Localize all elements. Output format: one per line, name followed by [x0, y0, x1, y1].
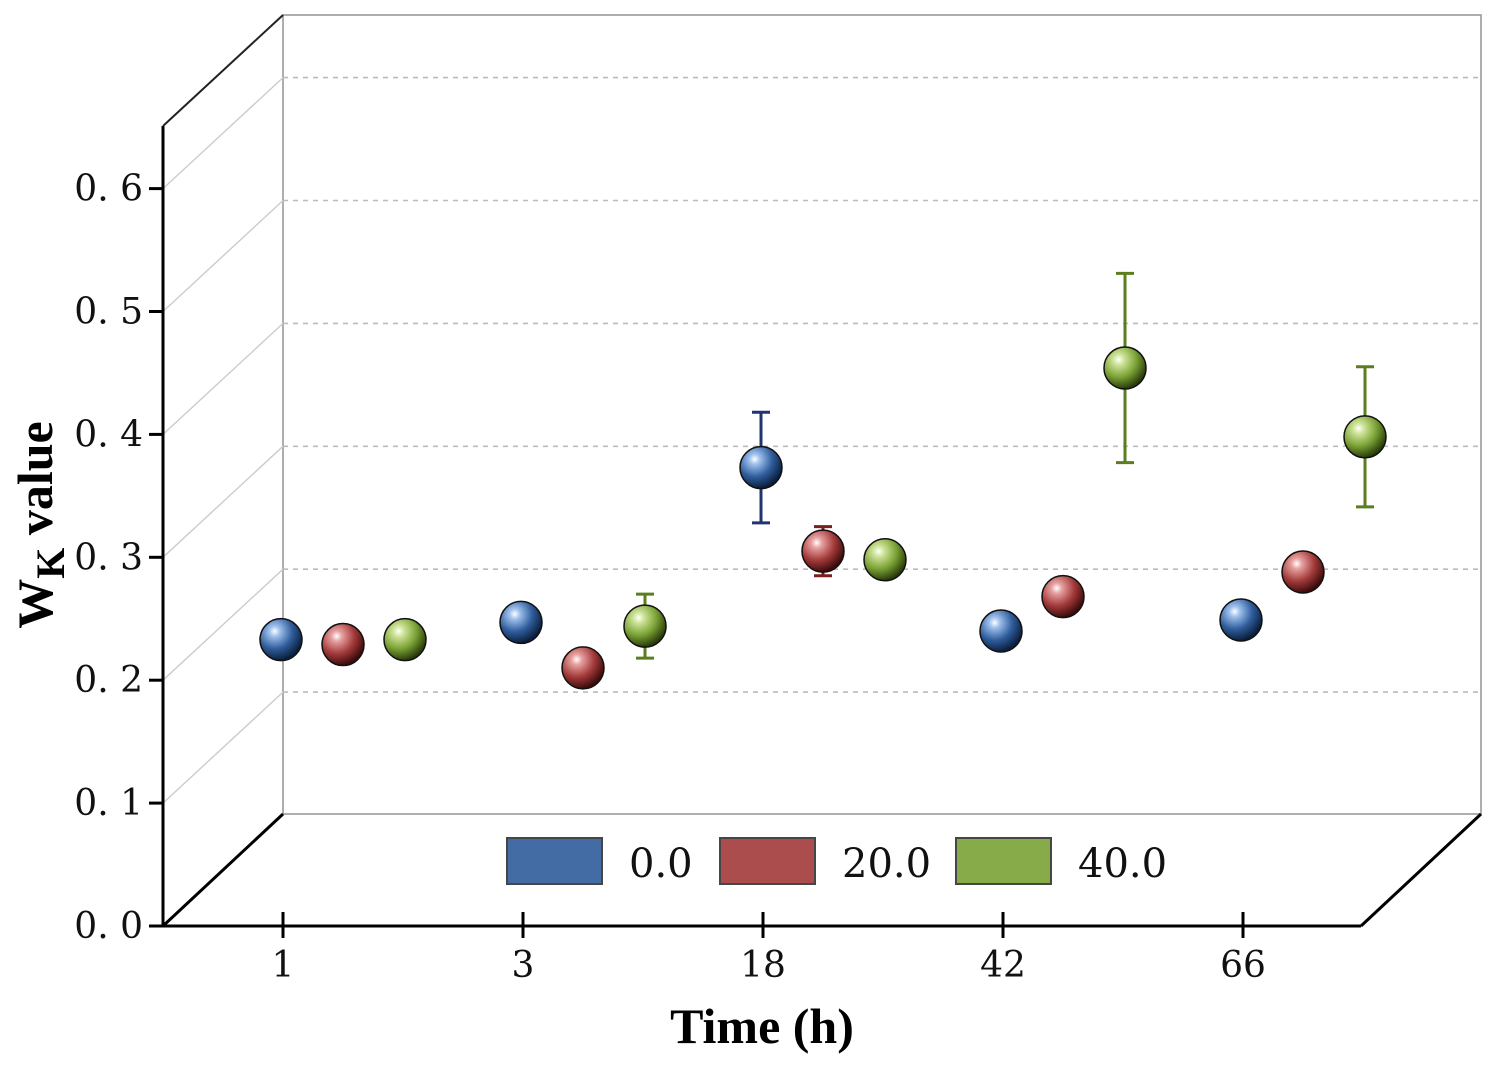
- data-point: [1219, 598, 1263, 642]
- back-wall: [282, 14, 1482, 815]
- y-tick-label: 0. 4: [74, 414, 143, 455]
- legend-swatch: [955, 837, 1052, 885]
- left-wall-grid-lines: [162, 77, 284, 804]
- data-point: [623, 604, 667, 648]
- legend-label: 20.0: [842, 841, 931, 887]
- left-wall-line: [162, 77, 284, 190]
- data-point: [1041, 574, 1085, 619]
- data-point: [1103, 346, 1147, 390]
- y-tick-label: 0. 6: [74, 169, 143, 210]
- y-tick-label: 0. 2: [74, 660, 143, 701]
- y-axis-title-main: W: [7, 579, 63, 629]
- y-tick-label: 0. 0: [74, 906, 143, 947]
- legend-swatch: [719, 837, 816, 885]
- data-point: [321, 622, 365, 667]
- left-wall-top-edge: [162, 14, 284, 127]
- y-axis-title-rest: value: [7, 421, 63, 547]
- x-tick-label: 18: [740, 945, 786, 986]
- data-point: [561, 646, 605, 690]
- x-tick-label: 1: [272, 945, 295, 986]
- floor-right-edge: [1359, 812, 1483, 928]
- y-tick-label: 0. 5: [74, 292, 143, 333]
- floor-back-left-edge: [161, 812, 285, 928]
- x-tick-label: 42: [980, 945, 1026, 986]
- y-axis-ticks: 0. 0 0. 1 0. 2 0. 3 0. 4 0. 5 0. 6: [74, 169, 163, 947]
- y-axis-title: WK value: [7, 421, 73, 629]
- legend: 0.0 20.0 40.0: [506, 837, 1167, 887]
- data-point: [979, 609, 1023, 653]
- left-wall-line: [162, 322, 284, 435]
- data-point: [383, 617, 427, 662]
- x-tick-label: 66: [1220, 945, 1266, 986]
- y-axis-title-subscript: K: [28, 548, 73, 579]
- x-axis-title: Time (h): [670, 998, 854, 1054]
- data-point: [739, 445, 783, 490]
- plot-frame: [161, 14, 1483, 928]
- left-wall-line: [162, 445, 284, 558]
- y-tick-label: 0. 1: [74, 783, 143, 824]
- left-wall-line: [162, 199, 284, 313]
- left-wall-line: [162, 568, 284, 681]
- data-point: [863, 538, 907, 582]
- data-point: [801, 529, 845, 573]
- y-tick-label: 0. 3: [74, 537, 143, 578]
- x-axis-ticks: 1 3 18 42 66: [272, 912, 1266, 986]
- data-point: [1281, 550, 1325, 594]
- legend-swatch: [506, 837, 603, 885]
- data-point: [1343, 415, 1387, 459]
- data-points: [259, 346, 1387, 690]
- legend-label: 40.0: [1078, 841, 1167, 887]
- data-point: [499, 600, 543, 645]
- x-tick-label: 3: [512, 945, 535, 986]
- legend-label: 0.0: [629, 841, 693, 887]
- data-point: [259, 617, 303, 662]
- left-wall-line: [162, 691, 284, 804]
